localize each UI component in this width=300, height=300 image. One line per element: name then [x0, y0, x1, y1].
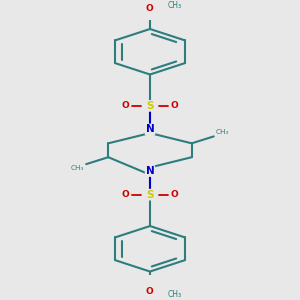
- Text: O: O: [122, 190, 129, 199]
- Text: CH₃: CH₃: [71, 165, 84, 171]
- Text: S: S: [146, 101, 154, 111]
- Text: CH₃: CH₃: [216, 129, 229, 135]
- Text: O: O: [122, 101, 129, 110]
- Text: S: S: [146, 190, 154, 200]
- Text: O: O: [171, 101, 178, 110]
- Text: O: O: [171, 190, 178, 199]
- Text: N: N: [146, 166, 154, 176]
- Text: CH₃: CH₃: [167, 290, 181, 299]
- Text: CH₃: CH₃: [167, 2, 181, 10]
- Text: O: O: [145, 4, 153, 13]
- Text: N: N: [146, 124, 154, 134]
- Text: O: O: [145, 287, 153, 296]
